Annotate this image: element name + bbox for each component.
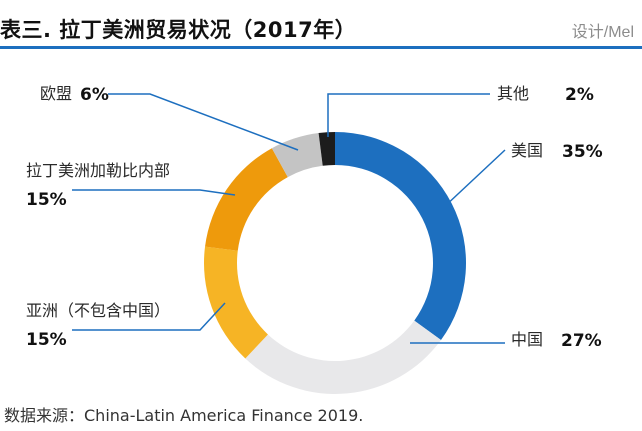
- chart-title: 表三. 拉丁美洲贸易状况（2017年）: [0, 18, 357, 42]
- label-china: 中国: [511, 330, 543, 349]
- slice-labels: 其他 2% 美国 35% 中国 27% 欧盟 6% 拉丁美洲加勒比内部 15% …: [26, 84, 603, 351]
- label-latam: 拉丁美洲加勒比内部: [26, 161, 170, 180]
- label-us: 美国: [511, 141, 543, 160]
- value-eu: 6%: [80, 85, 109, 105]
- data-source: 数据来源：China-Latin America Finance 2019.: [4, 406, 364, 425]
- slice-us: [335, 132, 467, 340]
- leader-latam: [72, 189, 236, 196]
- designer-credit: 设计/Mel: [571, 24, 634, 41]
- leader-asia: [72, 302, 226, 331]
- slice-latam: [205, 148, 288, 251]
- value-latam: 15%: [26, 190, 67, 210]
- value-asia: 15%: [26, 330, 67, 350]
- slice-eu: [271, 133, 323, 178]
- slice-other: [318, 132, 335, 166]
- title-underline: [0, 46, 642, 49]
- value-china: 27%: [561, 331, 602, 351]
- leader-us: [442, 149, 506, 209]
- label-eu: 欧盟: [40, 84, 72, 103]
- label-asia: 亚洲（不包含中国）: [26, 301, 170, 320]
- value-us: 35%: [562, 142, 603, 162]
- leader-eu: [108, 93, 299, 151]
- value-other: 2%: [565, 85, 594, 105]
- label-other: 其他: [497, 84, 529, 103]
- donut-slices: [204, 132, 467, 395]
- leader-other: [327, 93, 490, 137]
- leader-lines: [72, 93, 506, 344]
- slice-china: [245, 320, 441, 395]
- slice-asia: [204, 246, 268, 359]
